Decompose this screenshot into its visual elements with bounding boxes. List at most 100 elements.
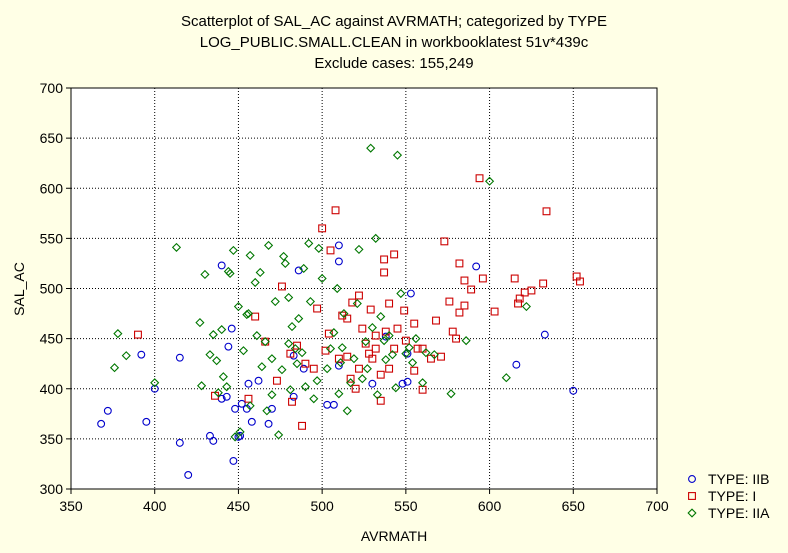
data-point <box>255 267 265 278</box>
data-point <box>367 323 377 333</box>
data-point <box>515 294 524 303</box>
data-point <box>284 339 294 349</box>
data-point <box>250 277 260 288</box>
data-point <box>293 341 301 350</box>
data-point <box>334 241 343 250</box>
data-point <box>150 384 159 393</box>
data-point <box>205 350 215 360</box>
data-point <box>279 251 289 261</box>
data-point <box>346 374 355 383</box>
data-point <box>251 312 260 321</box>
data-point <box>381 355 391 365</box>
y-axis-label: SAL_AC <box>11 262 27 316</box>
data-point <box>390 250 399 259</box>
data-point <box>366 305 375 314</box>
data-point <box>324 329 333 338</box>
data-point <box>195 318 205 328</box>
data-point <box>290 344 300 354</box>
data-point <box>245 401 255 411</box>
data-point <box>380 268 389 277</box>
data-point <box>230 432 240 442</box>
data-point <box>455 308 464 317</box>
x-tick-label: 650 <box>562 498 586 514</box>
plot-area <box>71 88 657 489</box>
data-point <box>366 143 376 153</box>
data-point <box>334 389 344 399</box>
data-point <box>121 351 131 361</box>
data-point <box>376 370 385 379</box>
y-tick-label: 350 <box>40 431 64 447</box>
data-point <box>413 344 422 353</box>
data-point <box>461 336 471 346</box>
data-point <box>229 456 238 465</box>
data-point <box>262 406 272 416</box>
data-point <box>362 364 372 374</box>
data-point <box>542 207 551 216</box>
data-point <box>510 274 519 283</box>
data-point <box>305 296 316 307</box>
data-point <box>381 332 390 341</box>
chart-title: Scatterplot of SAL_AC against AVRMATH; c… <box>181 13 607 72</box>
data-point <box>228 245 238 255</box>
x-axis-label: AVRMATH <box>361 528 427 544</box>
data-point <box>355 291 363 300</box>
data-point <box>278 282 286 291</box>
data-point <box>238 346 249 356</box>
data-point <box>334 354 343 363</box>
data-point <box>237 399 246 408</box>
data-point <box>254 376 263 385</box>
data-point <box>317 273 327 284</box>
data-point <box>325 344 336 354</box>
data-point <box>150 378 160 388</box>
data-point <box>322 364 332 374</box>
data-point <box>334 257 343 266</box>
data-point <box>384 331 394 341</box>
data-point <box>446 389 456 399</box>
y-axis-ticks: 300 350 400 450 500 550 600 650 700 <box>40 80 71 497</box>
data-point <box>236 431 245 440</box>
data-point <box>376 311 386 322</box>
data-point <box>300 382 310 392</box>
data-point <box>137 350 146 359</box>
data-point <box>218 372 228 382</box>
data-point <box>267 354 277 364</box>
data-point <box>329 328 339 338</box>
data-point <box>244 394 253 403</box>
data-point <box>292 359 302 369</box>
data-point <box>352 298 362 309</box>
x-tick-label: 350 <box>59 498 83 514</box>
y-tick-label: 700 <box>40 80 64 96</box>
data-point <box>227 324 236 333</box>
data-point <box>368 379 377 388</box>
data-point <box>326 246 335 255</box>
data-point <box>329 400 338 409</box>
data-point <box>343 314 352 323</box>
data-point <box>314 243 324 253</box>
data-point <box>406 289 415 298</box>
data-point <box>142 417 151 426</box>
y-tick-label: 600 <box>40 180 64 196</box>
data-point <box>263 240 274 250</box>
x-tick-label: 550 <box>394 498 418 514</box>
data-point <box>247 417 256 426</box>
data-point <box>245 250 255 260</box>
data-point <box>371 344 380 353</box>
data-point <box>361 339 370 348</box>
data-point <box>355 364 363 373</box>
data-point <box>527 286 536 295</box>
y-tick-label: 400 <box>40 381 64 397</box>
data-point <box>472 262 481 271</box>
data-point <box>171 242 182 252</box>
data-point <box>490 307 499 316</box>
data-point <box>455 259 464 268</box>
data-point <box>349 354 359 364</box>
y-tick-label: 300 <box>40 481 64 497</box>
data-point <box>357 374 367 384</box>
data-point <box>289 392 298 401</box>
legend-label: TYPE: IIB <box>708 471 769 487</box>
data-point <box>401 336 410 345</box>
grid-lines <box>71 88 657 489</box>
data-point <box>309 394 319 404</box>
data-point <box>134 330 142 339</box>
